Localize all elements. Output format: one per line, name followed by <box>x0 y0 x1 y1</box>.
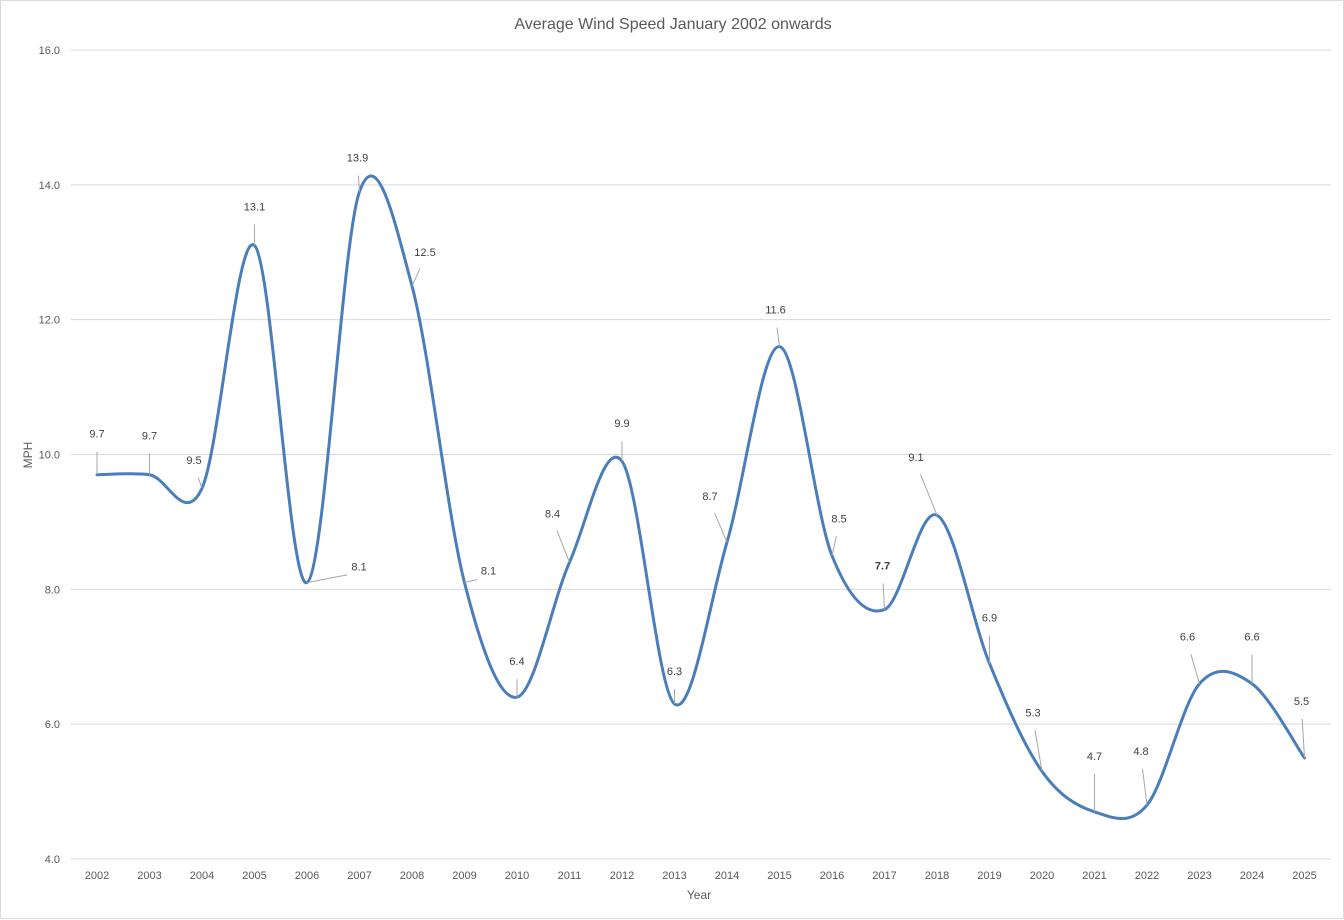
x-tick-label: 2009 <box>452 870 476 882</box>
label-leader-line <box>776 327 780 347</box>
x-tick-label: 2007 <box>347 870 371 882</box>
x-tick-label: 2020 <box>1030 870 1054 882</box>
x-tick-label: 2024 <box>1240 870 1264 882</box>
data-label: 9.7 <box>89 429 104 441</box>
data-label: 6.6 <box>1244 632 1259 644</box>
x-tick-label: 2005 <box>242 870 266 882</box>
y-tick-label: 8.0 <box>45 584 60 596</box>
x-axis-ticks: 2002 2003 2004 2005 2006 2007 2008 2009 2010 2011… <box>85 870 1317 882</box>
label-leader-line <box>556 530 570 563</box>
label-leader-line <box>464 579 477 584</box>
data-label: 13.1 <box>244 202 265 214</box>
label-leader-line <box>831 536 837 556</box>
gridlines <box>71 49 1331 860</box>
data-label: 8.4 <box>545 508 560 520</box>
series-line <box>95 174 1306 821</box>
x-tick-label: 2017 <box>872 870 896 882</box>
x-tick-label: 2008 <box>400 870 424 882</box>
y-tick-label: 12.0 <box>39 315 60 327</box>
y-tick-label: 4.0 <box>45 854 60 866</box>
x-tick-label: 2012 <box>610 870 634 882</box>
label-leader-line <box>197 477 203 489</box>
data-label: 6.3 <box>667 666 682 678</box>
y-axis-ticks: 4.0 6.0 8.0 10.0 12.0 14.0 16.0 <box>39 45 60 866</box>
label-leader-line <box>1190 654 1200 684</box>
x-tick-label: 2023 <box>1187 870 1211 882</box>
data-label: 8.7 <box>702 491 717 503</box>
label-leader-line <box>714 512 728 543</box>
x-axis-title: Year <box>687 888 711 902</box>
data-label: 4.8 <box>1133 746 1148 758</box>
x-tick-label: 2011 <box>558 870 582 882</box>
x-tick-label: 2015 <box>767 870 791 882</box>
x-tick-label: 2018 <box>925 870 949 882</box>
x-tick-label: 2006 <box>295 870 319 882</box>
data-label: 9.5 <box>186 455 201 467</box>
data-label: 9.1 <box>908 452 923 464</box>
data-label: 8.1 <box>481 566 496 578</box>
data-label: 9.9 <box>614 418 629 430</box>
y-tick-label: 6.0 <box>45 719 60 731</box>
x-tick-label: 2014 <box>715 870 739 882</box>
data-label: 6.6 <box>1180 632 1195 644</box>
y-tick-label: 10.0 <box>39 450 60 462</box>
x-tick-label: 2002 <box>85 870 109 882</box>
data-label: 9.7 <box>142 431 157 443</box>
data-label: 12.5 <box>414 247 435 259</box>
label-leader-line <box>411 268 421 287</box>
data-label: 8.1 <box>351 562 366 574</box>
label-leader-line <box>920 474 938 516</box>
data-label: 5.3 <box>1025 707 1040 719</box>
data-label: 6.9 <box>982 612 997 624</box>
x-tick-label: 2013 <box>662 870 686 882</box>
label-leader-line <box>1034 730 1043 772</box>
data-labels: 9.7 9.7 9.5 13.1 8.1 13.9 12.5 8.1 6.4 8.4 9.9 6.3 8… <box>89 153 1309 812</box>
label-leader-line <box>1301 718 1305 758</box>
label-leader-line <box>306 574 348 584</box>
data-label: 6.4 <box>509 656 524 668</box>
label-leader-line <box>1141 768 1148 806</box>
y-tick-label: 14.0 <box>39 180 60 192</box>
x-tick-label: 2022 <box>1135 870 1159 882</box>
data-label: 5.5 <box>1294 696 1309 708</box>
data-label: 4.7 <box>1087 751 1102 763</box>
series-line-group <box>95 174 1306 821</box>
data-label: 13.9 <box>347 153 368 165</box>
data-label: 11.6 <box>765 305 786 317</box>
data-label: 8.5 <box>831 514 846 526</box>
y-tick-label: 16.0 <box>39 45 60 57</box>
label-leader-line <box>357 175 360 192</box>
x-tick-label: 2019 <box>977 870 1001 882</box>
x-tick-label: 2025 <box>1292 870 1316 882</box>
x-tick-label: 2016 <box>820 870 844 882</box>
chart-title: Average Wind Speed January 2002 onwards <box>514 16 831 33</box>
label-leader-line <box>882 583 885 610</box>
x-tick-label: 2003 <box>137 870 161 882</box>
x-tick-label: 2010 <box>505 870 529 882</box>
y-axis-title: MPH <box>21 442 35 469</box>
data-label: 7.7 <box>875 561 890 573</box>
x-tick-label: 2021 <box>1082 870 1106 882</box>
x-tick-label: 2004 <box>190 870 214 882</box>
